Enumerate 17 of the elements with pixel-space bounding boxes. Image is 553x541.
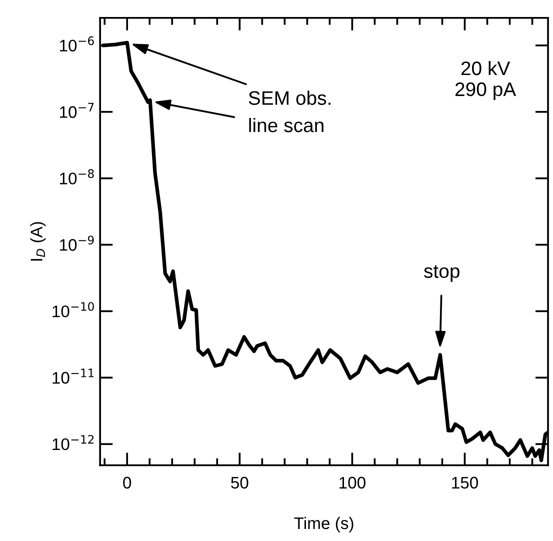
y-tick-label: 10$^{−10}$ xyxy=(52,302,94,318)
x-tick-label: 0 xyxy=(123,476,132,489)
y-tick-label: 10$^{−9}$ xyxy=(60,236,94,251)
x-axis-title: Time (s) xyxy=(294,516,354,532)
annotation: 20 kV 290 pA xyxy=(455,60,516,100)
y-tick-label: 10$^{−11}$ xyxy=(52,368,94,384)
y-tick-label: 10$^{−12}$ xyxy=(52,434,94,450)
y-tick-label: 10$^{−7}$ xyxy=(60,102,94,118)
annotation: line scan xyxy=(249,118,324,132)
x-tick-label: 100 xyxy=(340,476,366,489)
y-tick-label: 10$^{−6}$ xyxy=(60,36,94,52)
y-axis-title: I$_{D}$ (A) xyxy=(30,222,46,261)
x-tick-label: 50 xyxy=(231,476,248,489)
x-tick-label: 150 xyxy=(452,476,478,489)
annotation: SEM obs. xyxy=(248,90,330,105)
y-tick-label: 10$^{−8}$ xyxy=(60,169,94,184)
annotation: stop xyxy=(424,265,460,282)
